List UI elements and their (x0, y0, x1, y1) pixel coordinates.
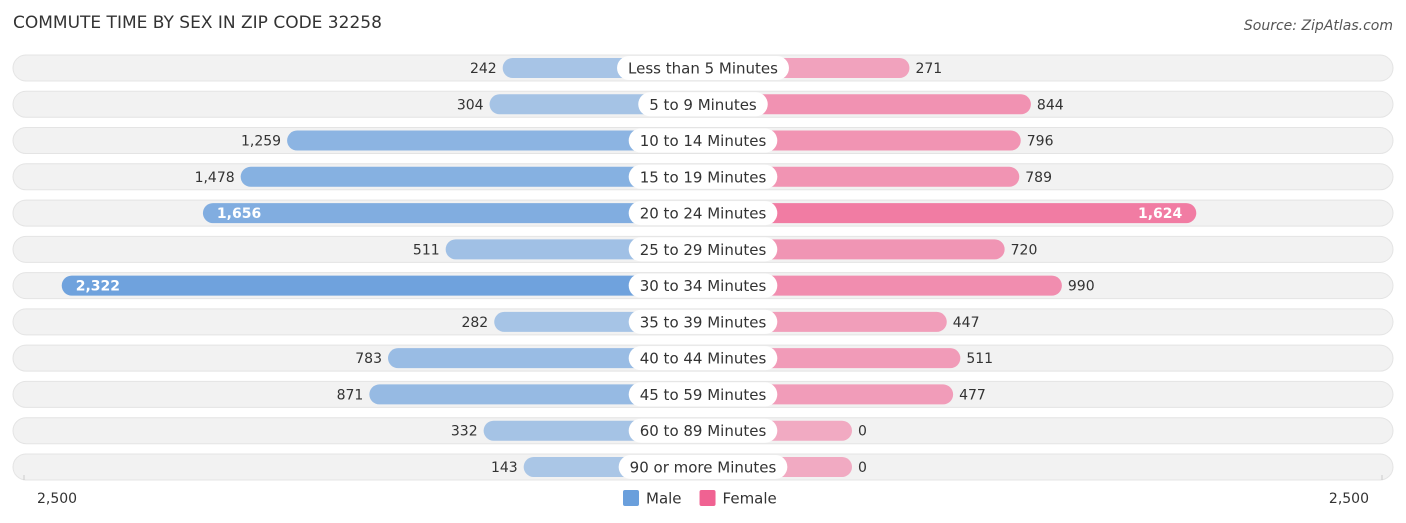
value-label: 271 (915, 61, 942, 77)
category-label-group: 5 to 9 Minutes (638, 92, 768, 117)
chart-title: COMMUTE TIME BY SEX IN ZIP CODE 32258 (13, 13, 382, 33)
legend-label: Male (646, 490, 682, 508)
value-label: 0 (858, 424, 867, 440)
value-label: 1,259 (241, 134, 281, 150)
category-label-group: 60 to 89 Minutes (628, 418, 778, 443)
bar (240, 166, 703, 187)
bar (369, 384, 703, 405)
category-label-group: 20 to 24 Minutes (628, 201, 778, 226)
bar (61, 275, 703, 296)
value-label: 1,478 (195, 170, 235, 186)
category-pill (628, 346, 778, 371)
bar (703, 239, 1005, 260)
category-label: 5 to 9 Minutes (649, 96, 757, 114)
category-label-group: 40 to 44 Minutes (628, 346, 778, 371)
category-label: 25 to 29 Minutes (640, 241, 767, 259)
category-label-group: 90 or more Minutes (618, 454, 788, 479)
category-label-group: 15 to 19 Minutes (628, 164, 778, 189)
value-label: 789 (1025, 170, 1052, 186)
value-label: 304 (457, 97, 484, 113)
category-label: 10 to 14 Minutes (640, 132, 767, 150)
category-pill (628, 164, 778, 189)
bar (703, 275, 1062, 296)
source: Source: ZipAtlas.com (1244, 18, 1393, 34)
category-label-group: 10 to 14 Minutes (628, 128, 778, 153)
bar (703, 166, 1020, 187)
category-label: 40 to 44 Minutes (640, 350, 767, 368)
category-label: 30 to 34 Minutes (640, 277, 767, 295)
value-label: 511 (413, 242, 440, 258)
category-label: 60 to 89 Minutes (640, 422, 767, 440)
x-tick-label: 2,500 (1329, 491, 1369, 507)
value-label: 1,656 (217, 206, 261, 222)
category-label: 90 or more Minutes (630, 458, 777, 476)
category-pill (628, 309, 778, 334)
category-label-group: 25 to 29 Minutes (628, 237, 778, 262)
value-label: 447 (953, 315, 980, 331)
category-label-group: 35 to 39 Minutes (628, 309, 778, 334)
value-label: 511 (966, 351, 993, 367)
value-label: 1,624 (1138, 206, 1183, 222)
category-label: 20 to 24 Minutes (640, 205, 767, 223)
value-label: 844 (1037, 97, 1064, 113)
bar (388, 348, 703, 369)
category-label-group: 45 to 59 Minutes (628, 382, 778, 407)
category-pill (628, 273, 778, 298)
category-pill (638, 92, 768, 117)
category-pill (628, 201, 778, 226)
value-label: 720 (1011, 242, 1038, 258)
category-label: 15 to 19 Minutes (640, 168, 767, 186)
value-label: 0 (858, 460, 867, 476)
legend-label: Female (723, 490, 777, 508)
bar (703, 94, 1031, 115)
category-pill (628, 418, 778, 443)
legend-swatch (699, 490, 716, 506)
category-label: Less than 5 Minutes (628, 60, 778, 78)
category-pill (628, 237, 778, 262)
value-label: 871 (337, 387, 364, 403)
category-label-group: 30 to 34 Minutes (628, 273, 778, 298)
category-label: 45 to 59 Minutes (640, 386, 767, 404)
value-label: 783 (355, 351, 382, 367)
value-label: 477 (959, 387, 986, 403)
value-label: 143 (491, 460, 518, 476)
category-label: 35 to 39 Minutes (640, 313, 767, 331)
category-pill (617, 56, 789, 80)
category-pill (618, 454, 788, 479)
bar (202, 203, 704, 224)
legend-swatch (623, 490, 639, 506)
value-label: 282 (461, 315, 488, 331)
value-label: 332 (451, 424, 478, 440)
bar (287, 130, 703, 151)
category-label-group: Less than 5 Minutes (617, 56, 789, 80)
x-tick-label: 2,500 (37, 491, 77, 507)
category-pill (628, 382, 778, 407)
value-label: 796 (1027, 134, 1054, 150)
value-label: 242 (470, 61, 497, 77)
value-label: 990 (1068, 279, 1095, 295)
value-label: 2,322 (76, 279, 120, 295)
bar (703, 130, 1021, 151)
category-pill (628, 128, 778, 153)
bar (703, 203, 1197, 224)
